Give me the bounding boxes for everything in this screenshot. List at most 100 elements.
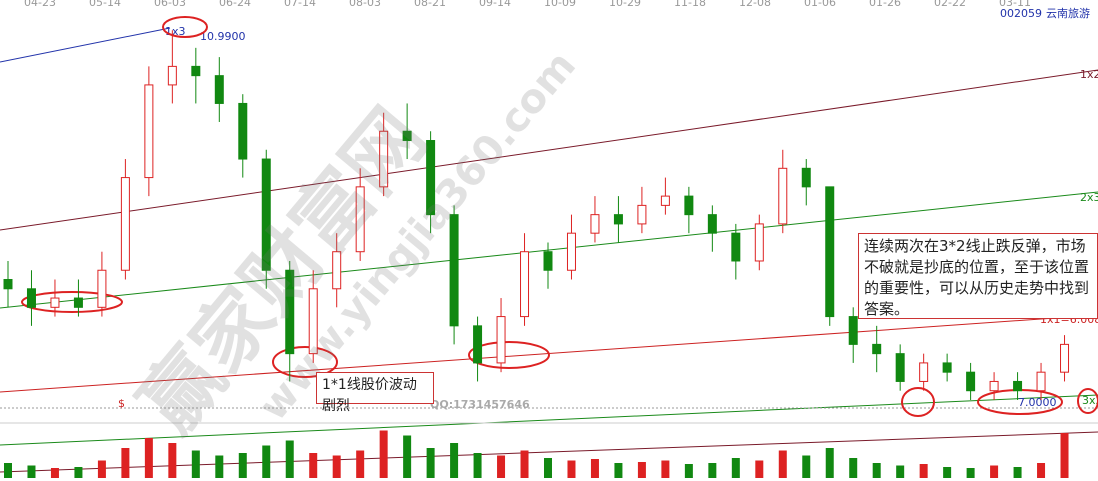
candle-body [238, 102, 248, 160]
candle-body [660, 195, 670, 206]
candle-body [473, 325, 483, 364]
date-label: 04-23 [24, 0, 56, 9]
line-label: 2x3 [1080, 191, 1098, 204]
volume-bar [637, 462, 646, 478]
date-label: 02-22 [934, 0, 966, 9]
volume-bar [778, 450, 787, 478]
volume-bar [661, 460, 670, 478]
candle-body [590, 214, 600, 234]
candle-body [167, 65, 177, 86]
candle-body [1036, 371, 1046, 392]
volume-bar [403, 435, 412, 478]
date-label: 08-21 [414, 0, 446, 9]
price-label: 10.9900 [200, 30, 246, 43]
annotation: 1*1线股价波动剧烈 [316, 372, 434, 414]
volume-bar [356, 450, 365, 478]
candle-body [895, 353, 905, 382]
volume-bar [168, 443, 177, 478]
volume-bar [849, 458, 858, 478]
gann-line-1x3 [0, 27, 171, 63]
marker: $ [118, 397, 125, 410]
volume-bar [4, 463, 12, 478]
candle-body [308, 288, 318, 355]
candle-body [543, 251, 553, 271]
date-label: 01-06 [804, 0, 836, 9]
candle-body [520, 251, 530, 318]
gann-line-3x2 [0, 394, 1098, 446]
candle-body [26, 288, 36, 308]
price-label: 7.0000 [1018, 396, 1057, 409]
date-label: 09-14 [479, 0, 511, 9]
volume-bar [144, 438, 153, 478]
annotation: 连续两次在3*2线止跌反弹，市场不破就是抄底的位置，至于该位置的重要性，可以从历… [858, 233, 1098, 319]
volume-bar [590, 459, 599, 478]
volume-bar [825, 448, 834, 478]
candle-body [73, 297, 83, 308]
candle-body [754, 223, 764, 262]
candle-body [332, 251, 342, 290]
volume-bar [708, 463, 717, 478]
volume-bar [74, 467, 83, 478]
volume-bar [943, 467, 952, 478]
candle-body [637, 204, 647, 225]
volume-bar [966, 468, 975, 478]
volume-bar [121, 448, 130, 478]
candle-body [496, 316, 506, 364]
candle-body [1013, 380, 1023, 392]
candle-body [285, 269, 295, 355]
candle-body [120, 177, 130, 271]
candle-body [825, 186, 835, 318]
volume-bar [755, 460, 764, 478]
volume-bar [450, 443, 459, 478]
gann-line-1x2 [0, 69, 1098, 231]
candle-body [989, 380, 999, 392]
candle-body [379, 130, 389, 188]
volume-bar [497, 455, 506, 478]
volume-bar [27, 465, 36, 478]
candle-body [942, 362, 952, 373]
volume-bar [567, 460, 576, 478]
gann-line-low [0, 431, 1098, 473]
date-label: 03-11 [999, 0, 1031, 9]
candle-body [848, 316, 858, 345]
volume-bar [332, 455, 341, 478]
volume-bar [1037, 463, 1046, 478]
date-label: 01-26 [869, 0, 901, 9]
date-label: 06-03 [154, 0, 186, 9]
volume-bar [97, 460, 106, 478]
candle-body [684, 195, 694, 216]
volume-bar [520, 450, 529, 478]
volume-bar [896, 465, 905, 478]
volume-bar [473, 453, 482, 478]
date-label: 12-08 [739, 0, 771, 9]
volume-bar [802, 455, 811, 478]
volume-bar [215, 455, 224, 478]
candle-body [613, 214, 623, 225]
candle-body [97, 269, 107, 308]
candle-body [566, 232, 576, 271]
date-label: 06-24 [219, 0, 251, 9]
volume-bar [684, 464, 693, 478]
candle-body [355, 186, 365, 253]
candle-body [402, 130, 412, 142]
candle-body [778, 167, 788, 225]
candle-body [966, 371, 976, 392]
volume-bar [731, 458, 740, 478]
candle-body [731, 232, 741, 262]
candle-body [144, 84, 154, 179]
volume-bar [285, 440, 294, 478]
volume-bar [1013, 467, 1022, 478]
candle-body [3, 279, 13, 290]
volume-bar [50, 468, 59, 478]
volume-bar [919, 464, 928, 478]
candle-body [50, 297, 60, 308]
candle-body [1060, 343, 1070, 373]
volume-bar [872, 463, 881, 478]
volume-bar [1060, 433, 1069, 478]
candle-body [872, 343, 882, 355]
volume-bar [426, 448, 435, 478]
volume-bar [191, 450, 200, 478]
line-label: 1x2 [1080, 68, 1098, 81]
